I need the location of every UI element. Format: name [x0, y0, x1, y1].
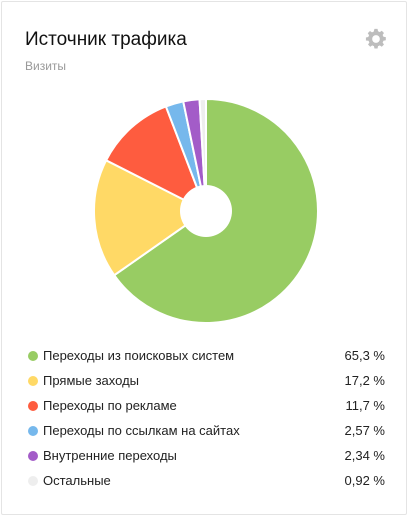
legend-label: Внутренние переходы	[43, 448, 177, 463]
legend-value: 11,7 %	[345, 398, 385, 413]
legend-label: Переходы по рекламе	[43, 398, 177, 413]
legend-marker	[28, 451, 38, 461]
widget-title: Источник трафика	[25, 29, 187, 50]
legend-item-ads[interactable]: Переходы по рекламе 11,7 %	[2, 394, 408, 419]
gear-icon[interactable]	[365, 28, 387, 50]
chart-legend: Переходы из поисковых систем 65,3 % Прям…	[2, 344, 408, 494]
legend-marker	[28, 401, 38, 411]
legend-marker	[28, 376, 38, 386]
legend-item-internal[interactable]: Внутренние переходы 2,34 %	[2, 444, 408, 469]
legend-value: 2,34 %	[344, 448, 385, 463]
legend-value: 0,92 %	[344, 473, 385, 488]
legend-value: 65,3 %	[344, 348, 385, 363]
legend-item-direct[interactable]: Прямые заходы 17,2 %	[2, 369, 408, 394]
legend-label: Переходы по ссылкам на сайтах	[43, 423, 240, 438]
legend-marker	[28, 476, 38, 486]
legend-value: 17,2 %	[344, 373, 385, 388]
legend-value: 2,57 %	[344, 423, 385, 438]
pie-slice-2[interactable]	[104, 105, 208, 214]
legend-marker	[28, 426, 38, 436]
legend-label: Переходы из поисковых систем	[43, 348, 235, 363]
pie-chart	[93, 97, 319, 324]
legend-item-other[interactable]: Остальные 0,92 %	[2, 469, 408, 494]
legend-label: Прямые заходы	[43, 373, 140, 388]
pie-slice-5[interactable]	[198, 97, 207, 212]
legend-label: Остальные	[43, 473, 111, 488]
legend-marker	[28, 351, 38, 361]
donut-hole	[180, 185, 232, 237]
legend-item-links[interactable]: Переходы по ссылкам на сайтах 2,57 %	[2, 419, 408, 444]
legend-item-search[interactable]: Переходы из поисковых систем 65,3 %	[2, 344, 408, 369]
widget-subtitle: Визиты	[25, 59, 67, 73]
pie-slice-1[interactable]	[93, 158, 208, 277]
